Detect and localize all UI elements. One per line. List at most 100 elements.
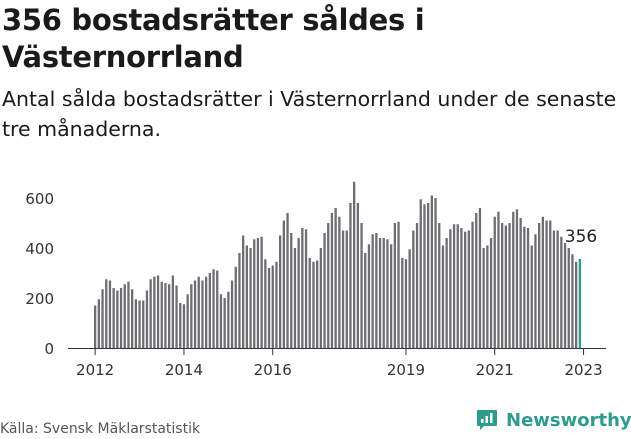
- x-tick-label: 2019: [387, 361, 425, 379]
- bar: [138, 300, 141, 348]
- bar: [205, 276, 208, 348]
- bar: [230, 280, 234, 348]
- bar: [245, 245, 248, 348]
- bar: [293, 248, 297, 348]
- bar: [356, 203, 359, 348]
- bar: [153, 276, 156, 348]
- bar: [349, 203, 352, 348]
- bar: [508, 223, 511, 348]
- bar: [552, 230, 556, 348]
- x-axis: 2012 2014 2016 2019 2021 2023: [76, 348, 603, 379]
- bar: [367, 244, 371, 348]
- bar: [486, 245, 489, 348]
- bar: [216, 270, 219, 348]
- bar: [427, 203, 430, 348]
- bar: [319, 248, 322, 348]
- chart-subtitle: Antal sålda bostadsrätter i Västernorrla…: [2, 87, 617, 141]
- bar: [441, 245, 445, 348]
- bar: [119, 288, 123, 348]
- bar: [94, 305, 97, 348]
- bar: [360, 223, 363, 348]
- bar: [390, 244, 393, 348]
- bar: [438, 223, 441, 348]
- bar: [164, 283, 167, 348]
- bar: [456, 224, 459, 348]
- bar: [338, 216, 341, 348]
- bar: [401, 258, 404, 348]
- y-tick-label: 600: [25, 190, 54, 208]
- newsworthy-logo-icon: [477, 410, 497, 430]
- bar: [375, 233, 378, 348]
- bar: [179, 303, 182, 348]
- bar: [449, 229, 452, 348]
- y-axis: 0 200 400 600: [25, 190, 54, 358]
- bar: [201, 280, 204, 348]
- bar: [242, 235, 245, 348]
- x-tick-label: 2023: [564, 361, 602, 379]
- bar: [556, 230, 559, 348]
- bar: [567, 248, 570, 348]
- bar: [464, 231, 467, 348]
- bar: [530, 245, 533, 348]
- bar: [482, 248, 485, 348]
- bar: [123, 284, 126, 348]
- bar: [404, 259, 408, 348]
- bar: [445, 238, 448, 348]
- bar: [316, 260, 319, 348]
- bar: [256, 238, 260, 348]
- highlight-value-label: 356: [565, 227, 597, 247]
- bar: [156, 275, 160, 348]
- bar: [560, 236, 563, 348]
- bar: [219, 294, 223, 348]
- bar: [116, 290, 119, 348]
- bar: [186, 294, 189, 348]
- x-tick-label: 2016: [254, 361, 292, 379]
- bar: [526, 228, 530, 348]
- bar-chart: 0 200 400 600 2012 2014 2016 2019 2021 2023 356: [25, 181, 606, 379]
- bar: [175, 285, 178, 348]
- bar: [563, 243, 567, 348]
- bar: [145, 290, 149, 348]
- bar: [308, 258, 311, 348]
- bar: [101, 289, 104, 348]
- bar: [212, 269, 215, 348]
- bar: [430, 195, 433, 348]
- bar: [534, 234, 537, 348]
- bar: [452, 224, 456, 348]
- bar: [323, 233, 326, 348]
- bar: [412, 230, 415, 348]
- bar: [471, 221, 474, 348]
- bar: [397, 221, 400, 348]
- brand-name: Newsworthy: [506, 409, 631, 431]
- bar: [238, 253, 241, 348]
- bar: [489, 238, 493, 348]
- bar: [97, 299, 100, 348]
- x-tick-label: 2014: [165, 361, 203, 379]
- bar: [341, 230, 345, 348]
- bar: [282, 220, 285, 348]
- bar: [549, 220, 552, 348]
- bar: [519, 218, 522, 348]
- bar: [193, 280, 197, 348]
- bar: [160, 281, 163, 348]
- y-tick-label: 400: [25, 240, 54, 258]
- y-tick-label: 200: [25, 290, 54, 308]
- bar: [134, 299, 137, 348]
- bar: [271, 265, 274, 348]
- bar: [345, 230, 348, 348]
- bar-highlight: [578, 259, 581, 348]
- bar: [475, 213, 478, 348]
- bar: [223, 298, 226, 348]
- bar: [364, 253, 367, 348]
- bar: [171, 275, 174, 348]
- bar: [190, 284, 193, 348]
- bar: [408, 249, 411, 348]
- bar: [382, 238, 385, 348]
- bar: [523, 226, 526, 348]
- brand-logo[interactable]: Newsworthy: [476, 409, 631, 431]
- bar: [301, 228, 304, 348]
- bar: [575, 261, 578, 348]
- bar: [127, 281, 130, 348]
- x-tick-label: 2021: [476, 361, 514, 379]
- bar: [460, 228, 463, 348]
